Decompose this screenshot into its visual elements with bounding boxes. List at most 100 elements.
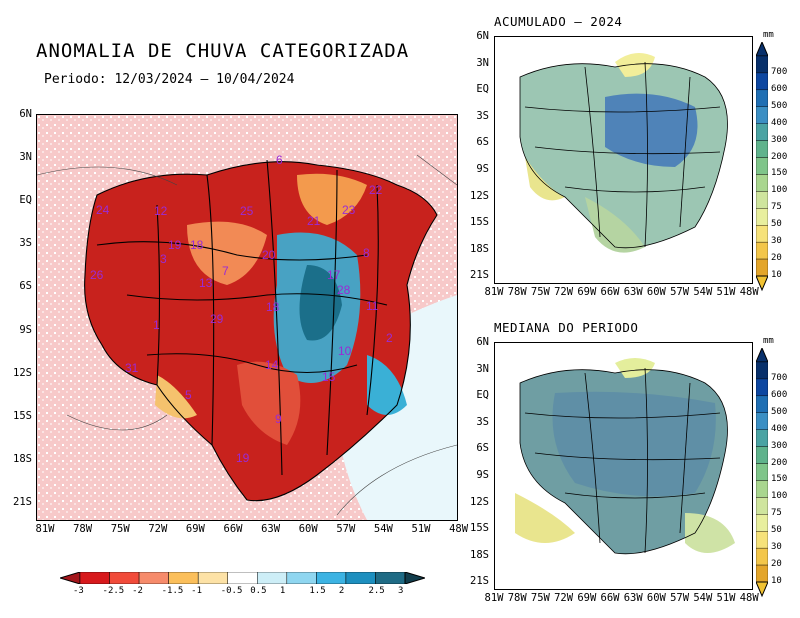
scale-segment [756,241,768,260]
scale-tick-label: 20 [771,253,782,264]
scale-tick-label: 600 [771,83,788,94]
tick-label: 12S [470,495,489,508]
median-colorbar [756,348,768,598]
colorbar-tick-label: -3 [73,586,84,596]
tick-label: 12S [13,366,32,379]
basin-number-label: 24 [96,203,110,217]
tick-label: 6S [476,442,489,455]
basin-number-label: 18 [266,300,280,314]
basin-number-label: 17 [327,268,341,282]
accum-colorbar [756,42,768,292]
tick-label: 21S [470,269,489,282]
scale-tick-label: 700 [771,66,788,77]
scale-segment [756,378,768,397]
tick-label: 63W [623,592,643,604]
colorbar-segment [227,572,258,584]
tick-label: 3S [19,237,32,250]
tick-label: 81W [35,523,55,535]
median-title: MEDIANA DO PERIODO [494,320,639,335]
scale-tick-label: 700 [771,372,788,383]
basin-number-label: 19 [236,451,250,465]
scale-segment [756,446,768,464]
colorbar-tick-label: 3 [398,586,404,596]
scale-tick-label: 50 [771,525,782,536]
tick-label: 6S [476,136,489,149]
scale-segment [756,225,768,243]
tick-label: 15S [13,409,32,422]
scale-min-arrow [756,275,768,292]
scale-segment [756,106,768,124]
tick-label: 54W [693,286,713,298]
tick-label: 54W [693,592,713,604]
scale-segment [756,412,768,430]
basin-number-label: 11 [366,299,379,313]
colorbar-segment [257,572,288,584]
basin-number-label: 25 [240,204,254,218]
scale-tick-label: 600 [771,389,788,400]
basin-number-label: 26 [90,268,104,282]
scale-segment [756,361,768,380]
period-label: Periodo: 12/03/2024 — 10/04/2024 [44,72,295,87]
scale-tick-label: 10 [771,270,782,280]
scale-tick-label: 200 [771,457,788,468]
tick-label: 75W [530,286,550,298]
scale-segment [756,55,768,74]
tick-label: 69W [185,523,205,535]
tick-label: 78W [73,523,93,535]
tick-label: 72W [148,523,168,535]
scale-tick-label: 100 [771,185,788,196]
colorbar-tick-label: 2 [338,586,345,596]
tick-label: 81W [484,286,504,298]
basin-number-label: 3 [160,252,167,266]
basin-number-label: 13 [199,276,213,290]
colorbar-max-arrow [404,572,425,584]
tick-label: 9S [476,163,489,175]
tick-label: 57W [670,286,690,298]
basin-number-label: 2 [386,331,393,345]
tick-label: EQ [476,389,489,402]
scale-tick-label: 50 [771,219,782,230]
basin-number-label: 1 [153,318,160,332]
accum-map [494,36,753,284]
tick-label: 72W [554,592,574,604]
tick-label: 18S [470,242,489,255]
tick-label: 78W [507,286,527,298]
colorbar-segment [286,572,317,584]
basin-number-label: 29 [210,312,224,326]
tick-label: 60W [298,523,318,535]
scale-tick-label: 30 [771,542,782,553]
basin-number-label: 18 [190,238,204,252]
tick-label: 18S [470,548,489,561]
scale-tick-label: 30 [771,236,782,247]
colorbar-segment [109,572,140,584]
anomaly-map [36,114,458,521]
colorbar-tick-label: -2 [132,586,143,596]
scale-segment [756,547,768,566]
scale-segment [756,463,768,481]
tick-label: 69W [577,286,597,298]
tick-label: 75W [530,592,550,604]
tick-label: 6N [476,30,489,42]
colorbar-segment [138,572,169,584]
scale-tick-label: 75 [771,508,782,519]
scale-segment [756,514,768,532]
tick-label: 12S [470,189,489,202]
scale-segment [756,208,768,226]
tick-label: 3N [476,56,489,69]
colorbar-segment [197,572,228,584]
tick-label: 63W [261,523,281,535]
basin-number-label: 5 [185,388,192,402]
tick-label: 51W [716,592,736,604]
scale-segment [756,480,768,498]
tick-label: 57W [670,592,690,604]
tick-label: 15S [470,522,489,535]
anomaly-map-graphic [37,115,457,520]
basin-number-label: 31 [125,361,139,375]
accum-title: ACUMULADO — 2024 [494,14,623,29]
basin-number-label: 7 [222,264,229,278]
scale-segment [756,395,768,413]
median-map-graphic [495,343,752,589]
tick-label: 9S [476,469,489,481]
colorbar-tick-label: 0.5 [250,586,267,596]
basin-number-label: 14 [265,358,279,372]
